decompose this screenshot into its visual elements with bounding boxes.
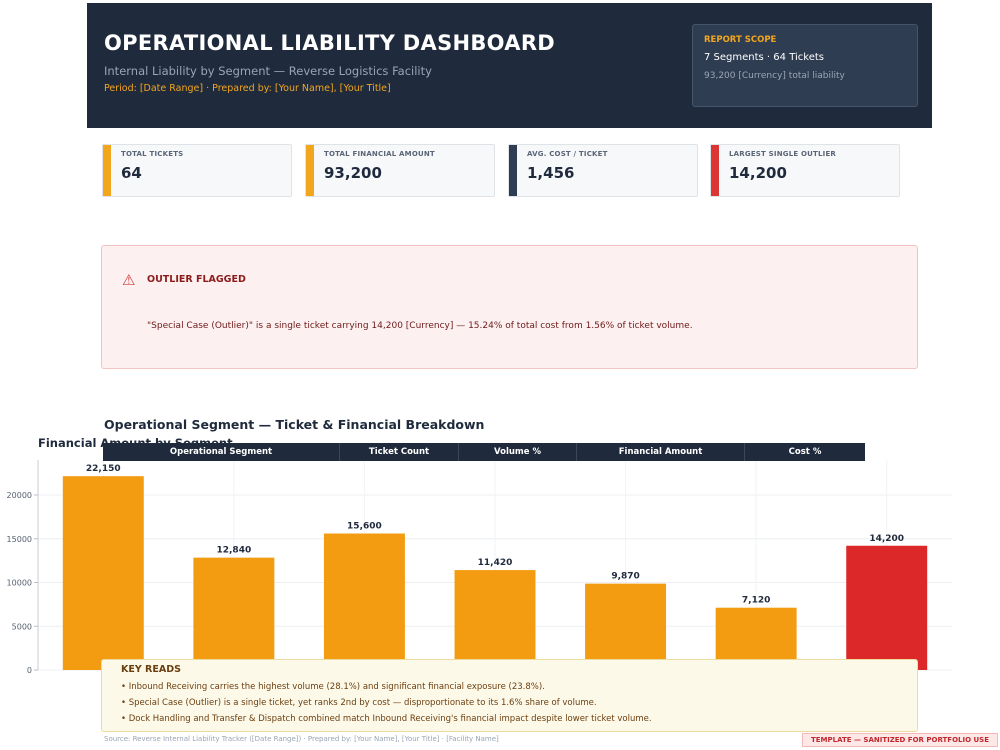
bar-value-label: 7,120 xyxy=(742,596,770,606)
key-read-item: • Dock Handling and Transfer & Dispatch … xyxy=(121,714,652,724)
warning-icon: ⚠ xyxy=(122,271,136,289)
column-header-ticket-count[interactable]: Ticket Count xyxy=(340,443,459,461)
section-title: Operational Segment — Ticket & Financial… xyxy=(104,417,485,432)
key-reads-title: KEY READS xyxy=(121,664,181,675)
bar-value-label: 15,600 xyxy=(347,522,382,532)
column-header-segment[interactable]: Operational Segment xyxy=(103,443,340,461)
alert-body: "Special Case (Outlier)" is a single tic… xyxy=(147,321,693,331)
kpi-card-total-financial-amount: TOTAL FINANCIAL AMOUNT 93,200 xyxy=(305,144,495,197)
kpi-label: AVG. COST / TICKET xyxy=(527,150,608,158)
bar-value-label: 14,200 xyxy=(869,534,904,544)
kpi-label: TOTAL TICKETS xyxy=(121,150,184,158)
kpi-value: 64 xyxy=(121,164,142,182)
outlier-alert: ⚠ OUTLIER FLAGGED "Special Case (Outlier… xyxy=(101,245,918,369)
bar xyxy=(323,533,405,670)
page-subtitle: Internal Liability by Segment — Reverse … xyxy=(104,64,432,78)
bar xyxy=(585,583,667,670)
kpi-value: 93,200 xyxy=(324,164,382,182)
key-read-item: • Inbound Receiving carries the highest … xyxy=(121,682,545,692)
y-tick-label: 0 xyxy=(27,666,32,675)
report-scope-sub: 93,200 [Currency] total liability xyxy=(704,71,845,81)
report-scope-label: REPORT SCOPE xyxy=(704,35,777,45)
y-tick-label: 20000 xyxy=(7,491,32,500)
financial-amount-bar-chart: Financial Amount by Segment0500010000150… xyxy=(7,436,952,675)
bar xyxy=(846,545,928,670)
segment-table-header: Operational Segment Ticket Count Volume … xyxy=(103,443,865,461)
bar xyxy=(454,570,536,670)
column-header-volume-pct[interactable]: Volume % xyxy=(459,443,577,461)
key-read-item: • Special Case (Outlier) is a single tic… xyxy=(121,698,597,708)
bar-value-label: 12,840 xyxy=(216,546,251,556)
y-tick-label: 5000 xyxy=(12,622,32,631)
page-title: OPERATIONAL LIABILITY DASHBOARD xyxy=(104,31,556,55)
footer-source: Source: Reverse Internal Liability Track… xyxy=(104,735,499,743)
column-header-cost-pct[interactable]: Cost % xyxy=(788,447,822,457)
kpi-card-total-tickets: TOTAL TICKETS 64 xyxy=(102,144,292,197)
kpi-accent-bar xyxy=(509,145,517,196)
kpi-card-avg-cost-per-ticket: AVG. COST / TICKET 1,456 xyxy=(508,144,698,197)
bar-value-label: 11,420 xyxy=(478,558,513,568)
template-badge: TEMPLATE — SANITIZED FOR PORTFOLIO USE xyxy=(802,733,998,747)
bar-value-label: 9,870 xyxy=(611,572,639,582)
report-scope-main: 7 Segments · 64 Tickets xyxy=(704,52,824,63)
kpi-accent-bar xyxy=(711,145,719,196)
y-tick-label: 15000 xyxy=(7,535,32,544)
bar xyxy=(62,476,144,670)
bar-value-label: 22,150 xyxy=(86,464,121,474)
report-meta: Period: [Date Range] · Prepared by: [You… xyxy=(104,83,391,94)
kpi-accent-bar xyxy=(306,145,314,196)
kpi-label: TOTAL FINANCIAL AMOUNT xyxy=(324,150,435,158)
report-scope-card: REPORT SCOPE 7 Segments · 64 Tickets 93,… xyxy=(692,24,918,107)
kpi-accent-bar xyxy=(103,145,111,196)
y-tick-label: 10000 xyxy=(7,579,32,588)
key-reads-panel: KEY READS • Inbound Receiving carries th… xyxy=(101,659,918,732)
bar xyxy=(193,557,275,670)
dashboard-header: OPERATIONAL LIABILITY DASHBOARD Internal… xyxy=(87,3,932,128)
kpi-value: 14,200 xyxy=(729,164,787,182)
alert-title: OUTLIER FLAGGED xyxy=(147,274,246,285)
kpi-card-largest-outlier: LARGEST SINGLE OUTLIER 14,200 xyxy=(710,144,900,197)
column-header-financial-amount[interactable]: Financial Amount xyxy=(577,443,745,461)
kpi-label: LARGEST SINGLE OUTLIER xyxy=(729,150,837,158)
kpi-value: 1,456 xyxy=(527,164,575,182)
